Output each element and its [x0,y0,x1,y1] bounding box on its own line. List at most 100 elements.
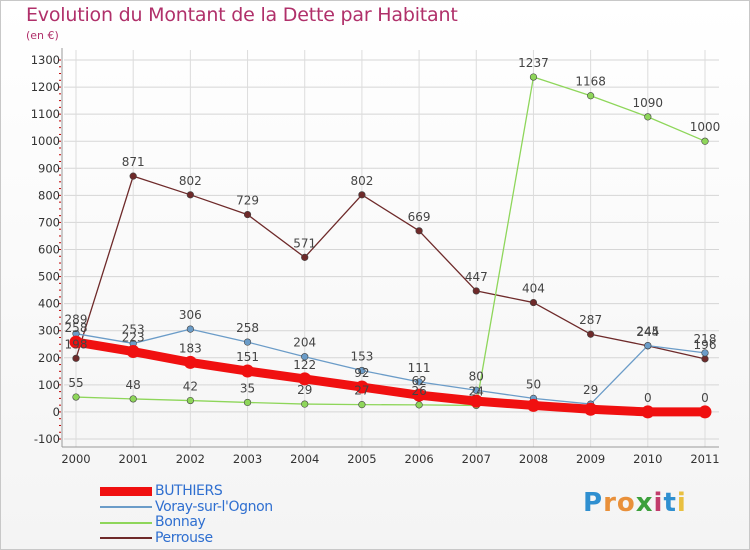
data-label: 669 [408,210,431,224]
data-label: 0 [701,391,709,405]
data-point [701,355,709,363]
legend-swatch [100,506,152,509]
data-point [186,396,194,405]
data-point [186,191,194,199]
data-label: 153 [350,350,373,364]
data-label: 258 [65,321,88,335]
legend-swatch [100,521,152,524]
data-label: 111 [408,361,431,375]
data-label: 571 [293,236,316,250]
data-label: 35 [240,381,255,395]
data-point [472,386,480,394]
data-point [358,401,366,409]
data-point [243,398,252,407]
data-label: 245 [636,325,659,339]
data-label: 92 [354,366,369,380]
y-tick-label: 100 [38,378,60,392]
data-point [69,335,83,349]
y-tick-label: 0 [53,405,60,419]
x-tick-label: 2000 [61,452,90,466]
data-point [587,330,595,338]
data-label: 802 [350,174,373,188]
data-label: 729 [236,194,259,208]
data-point [644,113,652,121]
data-point [587,92,595,100]
data-label: 223 [122,331,145,345]
legend-item: Bonnay [100,514,273,531]
series-line-buthiers [71,337,710,417]
y-tick-label: 300 [38,324,60,338]
y-tick-label: 900 [38,161,60,175]
chart-legend: BUTHIERS Voray-sur-l'Ognon Bonnay Perrouse [100,483,273,547]
data-point [129,395,137,403]
y-tick-label: 700 [38,215,60,229]
data-label: 1000 [690,120,721,134]
data-label: 29 [297,383,312,397]
logo-letter: i [653,488,664,518]
data-point [301,253,309,261]
data-point [301,400,309,408]
chart-title: Evolution du Montant de la Dette par Hab… [26,4,458,26]
data-label: 306 [179,308,202,322]
data-point [243,210,252,219]
data-label: 204 [293,336,316,350]
x-tick-label: 2006 [404,452,433,466]
data-label: 48 [126,378,141,392]
data-point [355,380,369,394]
y-tick-label: 800 [38,188,60,202]
data-label: 62 [411,374,426,388]
data-label: 1168 [575,75,606,89]
unit-label: (en €) [26,29,59,42]
data-label: 198 [65,337,88,351]
data-label: 289 [65,313,88,327]
data-point [472,287,480,295]
legend-label: Bonnay [155,514,206,530]
data-point [641,405,655,419]
legend-item: Voray-sur-l'Ognon [100,498,273,516]
data-label: 447 [465,270,488,284]
data-point [415,227,423,235]
y-tick-label: -100 [34,432,60,446]
y-tick-label: 200 [38,351,60,365]
data-point [298,372,312,386]
series-line-voray-sur-l-ognon [75,328,706,405]
data-label: 24 [469,384,484,398]
data-label: 244 [636,325,659,339]
data-label: 404 [522,282,545,296]
data-label: 1090 [633,96,664,110]
data-label: 802 [179,174,202,188]
data-label: 151 [236,350,259,364]
x-tick-label: 2010 [633,452,662,466]
legend-item: BUTHIERS [100,483,273,500]
data-point [243,338,252,346]
data-point [415,401,423,409]
series-line-perrouse [75,175,706,360]
series-line-bonnay [75,76,706,407]
legend-label: Voray-sur-l'Ognon [155,498,273,515]
data-label: 258 [236,321,259,335]
data-label: 42 [183,380,198,394]
legend-item: Perrouse [100,530,273,547]
data-point [529,298,538,307]
data-label: 0 [644,391,652,405]
legend-swatch [100,537,152,540]
data-point [358,366,366,375]
y-tick-label: 1100 [31,107,60,121]
logo-letter: i [676,488,687,518]
data-label: 253 [122,322,145,336]
x-tick-label: 2002 [176,452,205,466]
data-point [526,398,540,412]
data-point [301,353,309,361]
logo-letter: t [663,488,677,518]
logo-letter: P [583,488,604,518]
y-tick-label: 500 [38,270,60,284]
logo-letter: r [603,488,617,518]
data-label: 218 [694,332,717,346]
legend-label: BUTHIERS [155,483,223,499]
data-point [129,172,137,180]
y-tick-label: 1000 [31,134,60,148]
data-point [126,345,140,359]
proxiti-logo: Proxiti [583,488,687,518]
